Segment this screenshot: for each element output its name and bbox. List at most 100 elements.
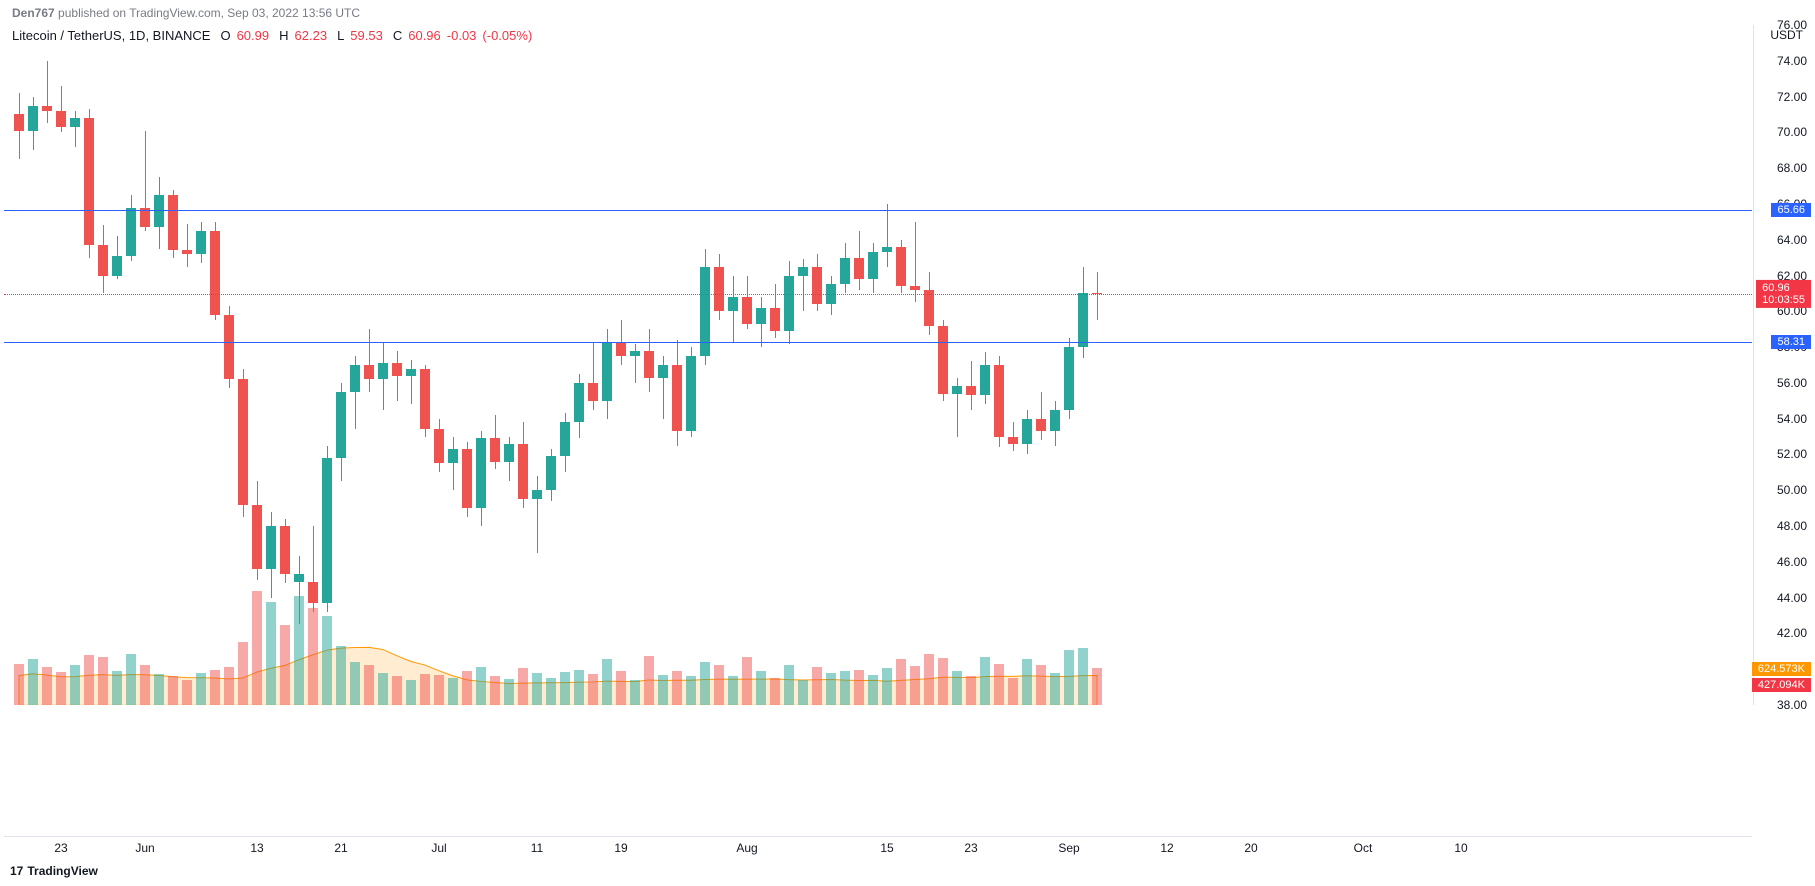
candle-body[interactable] <box>434 429 444 463</box>
candle-body[interactable] <box>658 365 668 378</box>
candle-body[interactable] <box>98 245 108 275</box>
candle-body[interactable] <box>560 422 570 456</box>
volume-bar <box>742 657 752 705</box>
candle-body[interactable] <box>420 369 430 430</box>
candle-body[interactable] <box>462 449 472 508</box>
candle-body[interactable] <box>476 438 486 508</box>
chart-plot-area[interactable] <box>4 25 1752 705</box>
candle-body[interactable] <box>714 267 724 312</box>
horizontal-line[interactable] <box>4 210 1752 211</box>
candle-body[interactable] <box>896 247 906 286</box>
candle-body[interactable] <box>644 351 654 378</box>
candle-wick <box>75 111 76 147</box>
time-axis[interactable]: 23Jun1321Jul1119Aug1523Sep1220Oct10 <box>4 836 1752 856</box>
candle-body[interactable] <box>742 297 752 324</box>
candle-body[interactable] <box>574 383 584 422</box>
y-tick: 64.00 <box>1777 233 1807 247</box>
candle-body[interactable] <box>938 326 948 394</box>
volume-bar <box>840 671 850 705</box>
candle-body[interactable] <box>84 118 94 245</box>
candle-body[interactable] <box>70 118 80 127</box>
candle-body[interactable] <box>588 383 598 401</box>
candle-body[interactable] <box>1064 347 1074 410</box>
candle-body[interactable] <box>518 444 528 499</box>
candle-body[interactable] <box>854 258 864 279</box>
candle-body[interactable] <box>756 308 766 324</box>
candle-body[interactable] <box>182 250 192 254</box>
candle-body[interactable] <box>966 386 976 395</box>
candle-body[interactable] <box>364 365 374 379</box>
volume-bar <box>672 671 682 705</box>
volume-current-badge: 427.094K <box>1752 678 1811 692</box>
candle-body[interactable] <box>770 308 780 331</box>
candle-body[interactable] <box>630 351 640 356</box>
candle-body[interactable] <box>252 505 262 569</box>
candle-body[interactable] <box>14 114 24 130</box>
volume-bar <box>462 671 472 705</box>
candle-body[interactable] <box>196 231 206 254</box>
candle-body[interactable] <box>322 458 332 603</box>
candle-body[interactable] <box>812 267 822 305</box>
candle-body[interactable] <box>602 342 612 401</box>
candle-body[interactable] <box>798 267 808 276</box>
candle-wick <box>411 360 412 405</box>
candle-body[interactable] <box>308 582 318 603</box>
candle-body[interactable] <box>728 297 738 311</box>
volume-bar <box>322 616 332 705</box>
volume-bar <box>364 665 374 705</box>
candle-body[interactable] <box>700 267 710 356</box>
candle-body[interactable] <box>238 379 248 504</box>
candle-body[interactable] <box>1078 293 1088 347</box>
candle-body[interactable] <box>28 106 38 131</box>
y-tick: 56.00 <box>1777 376 1807 390</box>
candle-body[interactable] <box>924 290 934 326</box>
candle-body[interactable] <box>210 231 220 315</box>
candle-body[interactable] <box>994 365 1004 437</box>
volume-bar <box>924 654 934 705</box>
candle-body[interactable] <box>532 490 542 499</box>
candle-body[interactable] <box>350 365 360 392</box>
candle-body[interactable] <box>882 247 892 252</box>
candle-body[interactable] <box>154 195 164 227</box>
candle-body[interactable] <box>784 276 794 331</box>
candle-body[interactable] <box>546 456 556 490</box>
candle-body[interactable] <box>616 342 626 356</box>
candle-body[interactable] <box>280 526 290 574</box>
candle-body[interactable] <box>392 363 402 376</box>
candle-body[interactable] <box>672 365 682 431</box>
candle-body[interactable] <box>294 574 304 581</box>
candle-body[interactable] <box>868 252 878 279</box>
price-axis[interactable]: 76.0074.0072.0070.0068.0066.0064.0062.00… <box>1753 25 1815 705</box>
candle-body[interactable] <box>910 286 920 290</box>
candle-body[interactable] <box>126 208 136 256</box>
candle-wick <box>397 351 398 401</box>
candle-body[interactable] <box>224 315 234 379</box>
x-tick: Jun <box>135 841 154 855</box>
candle-body[interactable] <box>378 363 388 379</box>
candle-body[interactable] <box>406 369 416 376</box>
candle-body[interactable] <box>336 392 346 458</box>
candle-body[interactable] <box>168 195 178 250</box>
candle-body[interactable] <box>490 438 500 461</box>
candle-body[interactable] <box>448 449 458 463</box>
candle-body[interactable] <box>1008 437 1018 444</box>
y-tick: 42.00 <box>1777 626 1807 640</box>
candle-wick <box>453 437 454 491</box>
candle-body[interactable] <box>1022 419 1032 444</box>
candle-body[interactable] <box>112 256 122 276</box>
candle-body[interactable] <box>686 356 696 431</box>
volume-bar <box>196 673 206 705</box>
x-tick: 23 <box>54 841 67 855</box>
volume-bar <box>812 667 822 705</box>
candle-body[interactable] <box>42 106 52 111</box>
candle-body[interactable] <box>952 386 962 393</box>
candle-body[interactable] <box>266 526 276 569</box>
candle-body[interactable] <box>840 258 850 285</box>
candle-body[interactable] <box>1036 419 1046 432</box>
candle-body[interactable] <box>56 111 66 127</box>
volume-bar <box>854 670 864 705</box>
candle-body[interactable] <box>504 444 514 462</box>
horizontal-line[interactable] <box>4 342 1752 343</box>
candle-body[interactable] <box>1050 410 1060 431</box>
candle-body[interactable] <box>980 365 990 395</box>
